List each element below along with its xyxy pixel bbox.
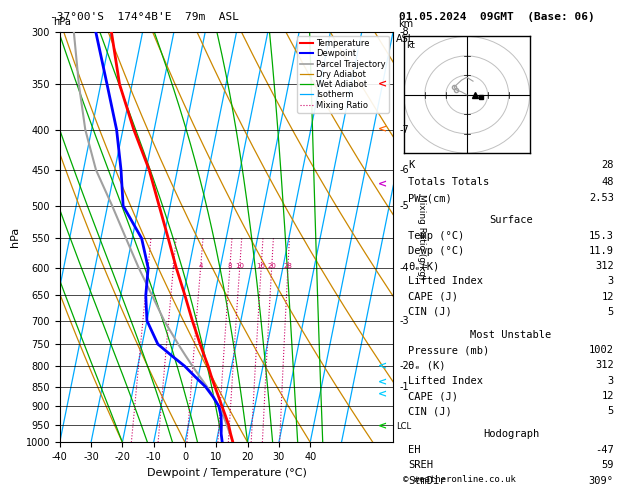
Text: 2.53: 2.53 — [589, 193, 614, 203]
Text: 3: 3 — [608, 376, 614, 386]
Text: Temp (°C): Temp (°C) — [408, 231, 465, 241]
Text: Pressure (mb): Pressure (mb) — [408, 345, 489, 355]
Text: 10: 10 — [235, 263, 244, 269]
Text: -47: -47 — [595, 445, 614, 455]
Text: 3: 3 — [608, 277, 614, 286]
Text: -2: -2 — [399, 361, 409, 371]
Text: Surface: Surface — [489, 215, 533, 226]
Text: -3: -3 — [399, 315, 409, 326]
Text: 312: 312 — [595, 361, 614, 370]
Text: Mixing Ratio (g/kg): Mixing Ratio (g/kg) — [417, 194, 426, 280]
Text: © weatheronline.co.uk: © weatheronline.co.uk — [403, 474, 515, 484]
Text: 309°: 309° — [589, 476, 614, 486]
Text: θₑ (K): θₑ (K) — [408, 361, 446, 370]
Text: hPa: hPa — [53, 17, 71, 27]
Text: 28: 28 — [601, 160, 614, 171]
Text: -6: -6 — [399, 165, 409, 175]
Text: LCL: LCL — [396, 422, 411, 431]
Text: 01.05.2024  09GMT  (Base: 06): 01.05.2024 09GMT (Base: 06) — [399, 12, 595, 22]
Text: Lifted Index: Lifted Index — [408, 277, 483, 286]
Text: Hodograph: Hodograph — [483, 430, 539, 439]
X-axis label: Dewpoint / Temperature (°C): Dewpoint / Temperature (°C) — [147, 468, 306, 478]
Text: 8: 8 — [228, 263, 232, 269]
Text: <: < — [377, 378, 387, 388]
Y-axis label: hPa: hPa — [10, 227, 20, 247]
Text: K: K — [408, 160, 415, 171]
Text: 312: 312 — [595, 261, 614, 271]
Text: <: < — [377, 79, 387, 89]
Text: CAPE (J): CAPE (J) — [408, 292, 459, 302]
Text: CAPE (J): CAPE (J) — [408, 391, 459, 401]
Text: EH: EH — [408, 445, 421, 455]
Text: -4: -4 — [399, 263, 409, 273]
Text: -37°00'S  174°4B'E  79m  ASL: -37°00'S 174°4B'E 79m ASL — [50, 12, 239, 22]
Text: <: < — [377, 361, 387, 371]
Text: <: < — [377, 180, 387, 190]
Text: 48: 48 — [601, 177, 614, 187]
Text: 1: 1 — [146, 263, 150, 269]
Text: 4: 4 — [198, 263, 203, 269]
Legend: Temperature, Dewpoint, Parcel Trajectory, Dry Adiabot, Wet Adiabot, Isotherm, Mi: Temperature, Dewpoint, Parcel Trajectory… — [297, 36, 389, 113]
Text: Most Unstable: Most Unstable — [470, 330, 552, 340]
Text: StmDir: StmDir — [408, 476, 446, 486]
Text: -5: -5 — [399, 201, 409, 211]
Text: 28: 28 — [284, 263, 292, 269]
Text: 2: 2 — [171, 263, 175, 269]
Text: km: km — [398, 19, 413, 29]
Text: -8: -8 — [399, 27, 409, 36]
Text: <: < — [377, 421, 387, 432]
Text: Lifted Index: Lifted Index — [408, 376, 483, 386]
Text: kt: kt — [406, 41, 415, 51]
Text: 15.3: 15.3 — [589, 231, 614, 241]
Text: SREH: SREH — [408, 460, 433, 470]
Text: 12: 12 — [601, 391, 614, 401]
Text: 20: 20 — [267, 263, 276, 269]
Text: 12: 12 — [601, 292, 614, 302]
Text: Dewp (°C): Dewp (°C) — [408, 246, 465, 256]
Text: <: < — [377, 125, 387, 135]
Text: 16: 16 — [257, 263, 265, 269]
Text: 5: 5 — [608, 307, 614, 317]
Text: -7: -7 — [399, 125, 409, 135]
Text: 1002: 1002 — [589, 345, 614, 355]
Text: CIN (J): CIN (J) — [408, 307, 452, 317]
Text: ASL: ASL — [396, 34, 415, 44]
Text: θₑ(K): θₑ(K) — [408, 261, 440, 271]
Text: 11.9: 11.9 — [589, 246, 614, 256]
Text: PW (cm): PW (cm) — [408, 193, 452, 203]
Text: 5: 5 — [608, 406, 614, 417]
Text: <: < — [377, 390, 387, 400]
Text: CIN (J): CIN (J) — [408, 406, 452, 417]
Text: -1: -1 — [399, 382, 409, 392]
Text: 59: 59 — [601, 460, 614, 470]
Text: Totals Totals: Totals Totals — [408, 177, 489, 187]
